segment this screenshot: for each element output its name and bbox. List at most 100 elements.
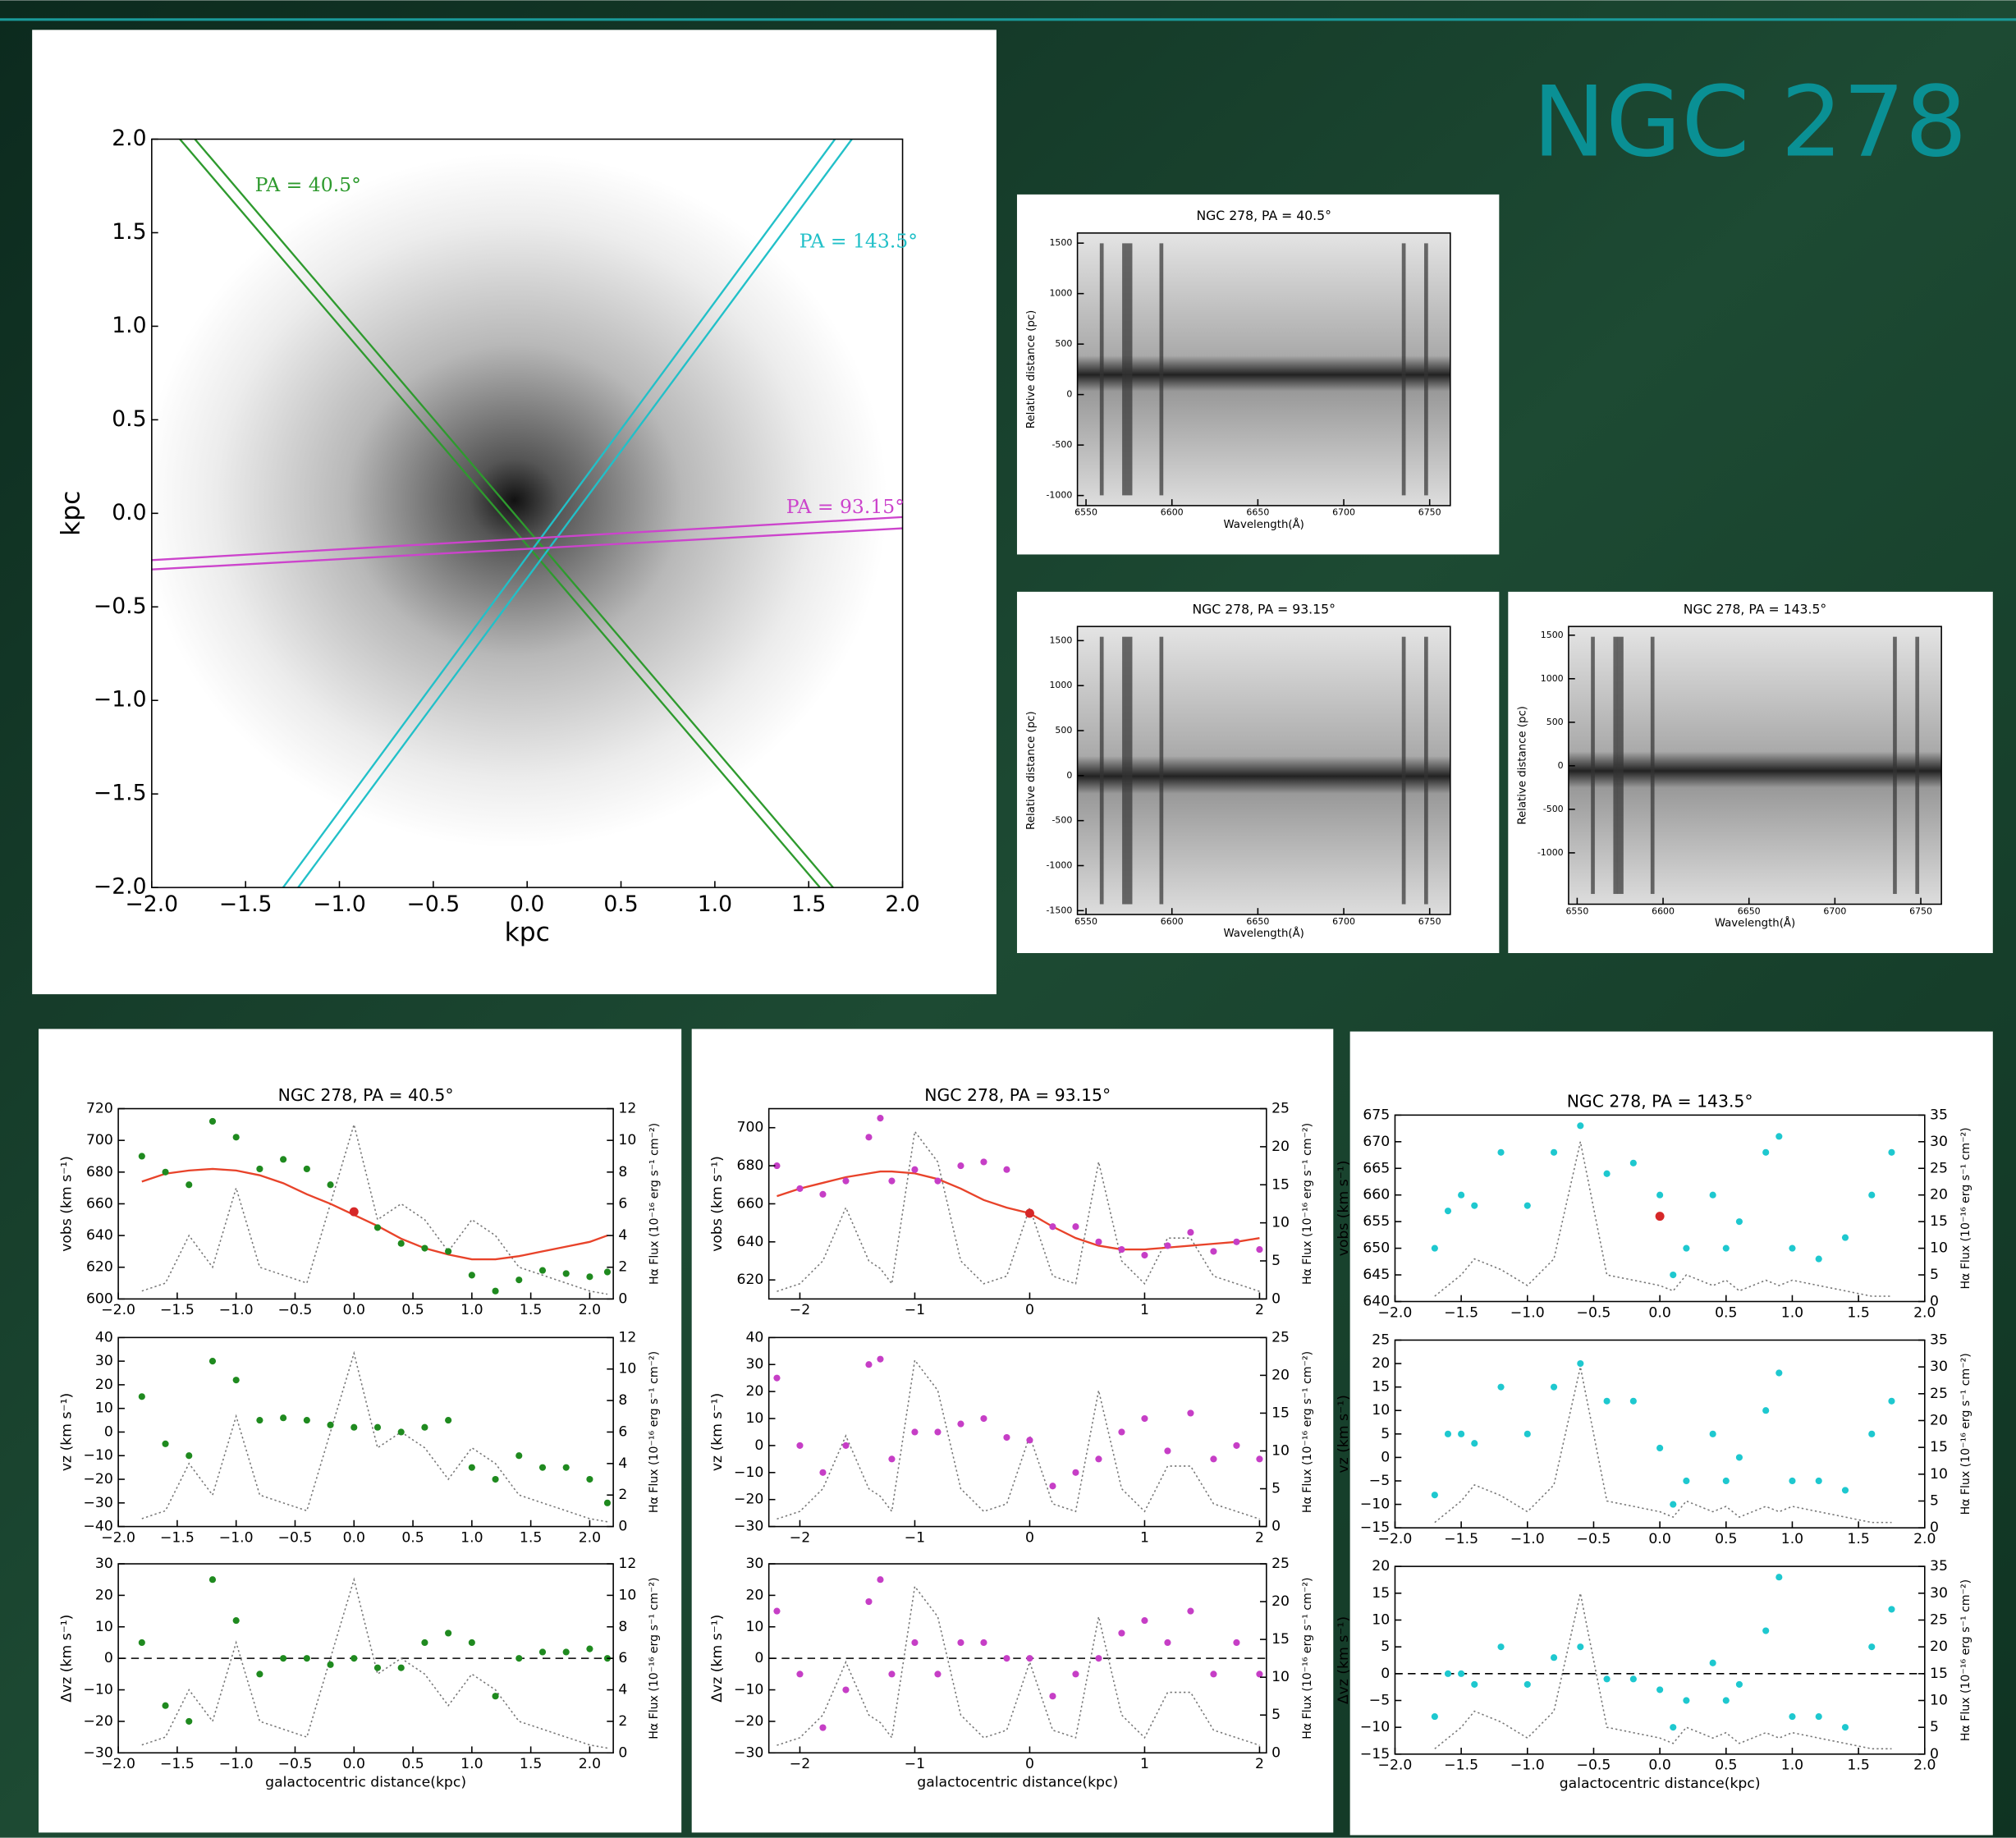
y-tick-label: 30	[745, 1556, 763, 1572]
x-tick-label: −2.0	[1378, 1531, 1413, 1547]
y2-axis-label: Hα Flux (10⁻¹⁶ erg s⁻¹ cm⁻²)	[648, 1351, 661, 1513]
y2-axis-label: Hα Flux (10⁻¹⁶ erg s⁻¹ cm⁻²)	[1301, 1578, 1314, 1739]
y-tick-label: 0	[1381, 1449, 1390, 1465]
y2-tick-label: 0	[618, 1744, 627, 1761]
data-point	[773, 1607, 781, 1615]
data-point	[1577, 1122, 1584, 1130]
x-axis-label: Wavelength(Å)	[1715, 916, 1795, 930]
y2-tick-label: 20	[1271, 1139, 1290, 1155]
x-tick-label: −1.5	[160, 1756, 195, 1772]
emission-line	[1591, 636, 1595, 894]
y2-tick-label: 0	[1271, 1519, 1281, 1535]
y-tick-label: 680	[737, 1157, 764, 1174]
y-tick-label: 1.5	[112, 219, 146, 245]
data-point	[1026, 1437, 1033, 1444]
x-axis-label: Wavelength(Å)	[1224, 926, 1304, 940]
x-tick-label: 0.0	[1648, 1304, 1670, 1321]
y2-tick-label: 12	[618, 1101, 636, 1117]
data-point	[1841, 1724, 1849, 1731]
data-point	[373, 1224, 382, 1231]
y-tick-label: −10	[734, 1464, 763, 1481]
panel	[691, 1029, 1334, 1833]
y-tick-label: −30	[734, 1519, 763, 1535]
data-point	[1095, 1238, 1102, 1245]
y2-tick-label: 20	[1930, 1639, 1948, 1655]
x-tick-label: 2.0	[1913, 1758, 1936, 1774]
y2-tick-label: 10	[1930, 1692, 1948, 1708]
y-tick-label: −1.5	[94, 781, 147, 806]
data-point	[980, 1639, 987, 1647]
y-tick-label: 15	[1372, 1585, 1390, 1602]
x-tick-label: 0.5	[1715, 1531, 1737, 1547]
flux-line	[141, 1577, 608, 1749]
y-tick-label: 0	[104, 1650, 113, 1666]
y-tick-label: 680	[86, 1164, 113, 1180]
y-tick-label: 1000	[1049, 680, 1072, 690]
x-tick-label: −1.0	[219, 1302, 254, 1318]
y2-tick-label: 6	[618, 1423, 627, 1440]
data-point	[1656, 1686, 1664, 1694]
data-point	[1656, 1444, 1664, 1452]
y-tick-label: 720	[86, 1101, 113, 1117]
data-point	[773, 1162, 781, 1170]
data-point	[796, 1671, 804, 1678]
data-point	[911, 1639, 919, 1647]
emission-line	[1401, 636, 1406, 905]
data-point	[515, 1277, 523, 1284]
y-axis-label: Δvz (km s⁻¹)	[58, 1615, 75, 1703]
data-point	[865, 1134, 873, 1141]
data-point	[1497, 1643, 1505, 1651]
y-tick-label: 0	[754, 1437, 763, 1454]
x-axis-label: kpc	[505, 918, 550, 947]
x-tick-label: 1	[1140, 1529, 1149, 1546]
emission-line	[1893, 636, 1897, 894]
x-tick-label: 1.5	[520, 1529, 542, 1546]
x-tick-label: 1.5	[1847, 1758, 1869, 1774]
data-point	[877, 1115, 884, 1122]
data-point	[1256, 1246, 1263, 1254]
y-tick-label: 0	[104, 1423, 113, 1440]
data-point	[888, 1455, 896, 1463]
y2-tick-label: 4	[618, 1682, 627, 1698]
y-tick-label: 645	[1363, 1267, 1390, 1283]
chart-title: NGC 278, PA = 93.15°	[924, 1085, 1111, 1105]
data-point	[1888, 1397, 1895, 1405]
data-point	[562, 1464, 570, 1471]
plot-frame	[767, 1336, 1267, 1528]
y-axis-label: Δvz (km s⁻¹)	[1336, 1616, 1352, 1704]
y-axis-label: Relative distance (pc)	[1025, 711, 1038, 830]
y-tick-label: 1000	[1541, 673, 1564, 684]
x-tick-label: 2.0	[579, 1756, 601, 1772]
y2-tick-label: 35	[1930, 1107, 1948, 1123]
data-point	[1550, 1383, 1558, 1391]
x-tick-label: 0.5	[401, 1302, 424, 1318]
chart-title: NGC 278, PA = 40.5°	[1196, 208, 1331, 223]
x-tick-label: −2.0	[101, 1302, 135, 1318]
slit-line	[297, 139, 853, 888]
x-tick-label: −2.0	[1378, 1304, 1413, 1321]
x-tick-label: −1.5	[1444, 1531, 1478, 1547]
slit-line	[179, 139, 821, 888]
emission-line	[1125, 243, 1133, 496]
y2-tick-label: 0	[618, 1519, 627, 1535]
model-curve	[777, 1170, 1260, 1251]
y2-axis-label: Hα Flux (10⁻¹⁶ erg s⁻¹ cm⁻²)	[648, 1578, 661, 1739]
y2-tick-label: 25	[1271, 1101, 1290, 1117]
y2-tick-label: 25	[1930, 1611, 1948, 1628]
annotation: PA = 40.5°	[255, 173, 361, 196]
y2-tick-label: 10	[1271, 1669, 1290, 1685]
data-point	[445, 1417, 452, 1424]
y-tick-label: −20	[83, 1713, 112, 1730]
data-point	[1444, 1670, 1452, 1677]
y-tick-label: 1000	[1049, 288, 1072, 299]
data-point	[492, 1287, 499, 1295]
y2-tick-label: 0	[1930, 1519, 1939, 1536]
y2-tick-label: 20	[1930, 1412, 1948, 1428]
data-point	[1164, 1242, 1171, 1249]
y-tick-label: −30	[83, 1495, 112, 1511]
chart-title: NGC 278, PA = 143.5°	[1684, 601, 1826, 616]
emission-line	[1401, 243, 1406, 496]
x-tick-label: 0.5	[1715, 1758, 1737, 1774]
data-point	[162, 1702, 169, 1709]
data-point	[1868, 1430, 1876, 1437]
